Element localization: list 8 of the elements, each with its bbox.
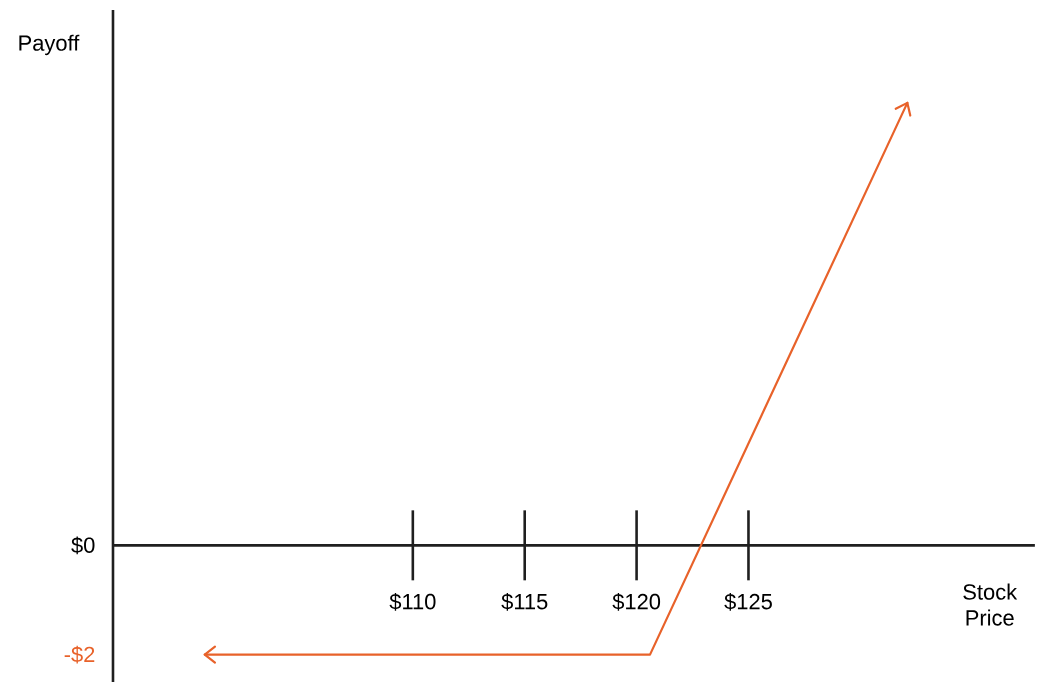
y-axis-title: Payoff (19, 34, 80, 56)
x-tick-label: $110 (389, 592, 436, 611)
x-tick-label: $125 (724, 592, 772, 611)
x-tick-label: $120 (612, 592, 661, 611)
y-tick-label: $0 (71, 536, 95, 555)
y-tick-label: -$2 (64, 645, 95, 664)
x-axis-title: Stock Price (963, 583, 1018, 626)
x-tick-label: $115 (501, 592, 548, 611)
